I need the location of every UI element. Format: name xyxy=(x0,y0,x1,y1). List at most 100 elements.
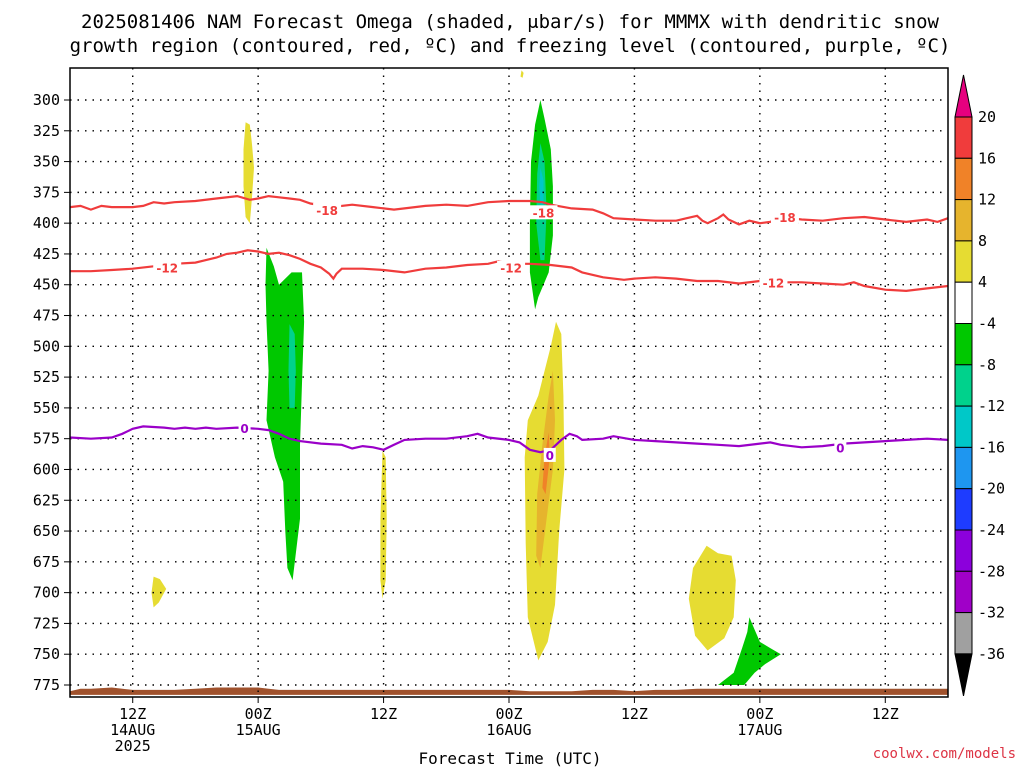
contour-line-0 xyxy=(70,194,948,226)
y-tick-label: 300 xyxy=(33,91,60,109)
y-tick-label: 675 xyxy=(33,553,60,571)
colorbar-swatch xyxy=(954,364,973,407)
x-axis-label: Forecast Time (UTC) xyxy=(418,749,601,768)
omega-shade-1 xyxy=(265,247,305,581)
colorbar-swatch xyxy=(954,323,973,366)
contour-line-2 xyxy=(70,425,948,454)
colorbar-bottom-arrow xyxy=(954,653,973,696)
contour-label-bg xyxy=(759,275,788,290)
colorbar-swatch xyxy=(954,405,973,448)
contour-label: -18 xyxy=(316,204,338,218)
plot-area: -18 -18 -18 -12 -12 -12 0 0 0 xyxy=(70,68,948,697)
contour-label: -12 xyxy=(156,262,178,276)
omega-shade-11 xyxy=(542,432,550,495)
y-tick-label: 525 xyxy=(33,368,60,386)
contour-label-bg xyxy=(497,260,526,275)
colorbar-level-label: -12 xyxy=(978,397,1005,415)
colorbar-level-label: 8 xyxy=(978,232,987,250)
y-tick-label: 350 xyxy=(33,153,60,171)
colorbar-level-label: -36 xyxy=(978,645,1005,663)
contour-label-bg xyxy=(313,202,342,217)
contour-label-bg xyxy=(529,205,558,220)
contour-label: -12 xyxy=(500,262,522,276)
contour-label-bg xyxy=(238,420,251,435)
colorbar-level-label: -16 xyxy=(978,438,1005,456)
y-tick-label: 400 xyxy=(33,214,60,232)
x-tick-date: 14AUG xyxy=(110,721,155,739)
colorbar-level-label: 16 xyxy=(978,149,996,167)
omega-shade-12 xyxy=(688,545,736,651)
y-tick-label: 625 xyxy=(33,491,60,509)
colorbar-level-label: -8 xyxy=(978,356,996,374)
x-tick-label: 12Z xyxy=(119,705,146,723)
contour-label: 0 xyxy=(836,442,844,456)
y-tick-label: 600 xyxy=(33,460,60,478)
x-tick-date: 17AUG xyxy=(737,721,782,739)
contour-label-bg xyxy=(543,447,556,462)
y-tick-label: 775 xyxy=(33,676,60,694)
y-tick-label: 375 xyxy=(33,183,60,201)
contour-label-bg xyxy=(153,260,182,275)
colorbar-swatch xyxy=(954,240,973,283)
x-tick-date: 16AUG xyxy=(486,721,531,739)
omega-shade-2 xyxy=(288,324,296,408)
colorbar-legend: 20 16 12 8 4 -4 -8 -12 -16 -20 -24 -28 -32 -36 xyxy=(954,74,1005,696)
colorbar-level-label: -28 xyxy=(978,562,1005,580)
colorbar-level-label: 4 xyxy=(978,273,987,291)
plot-frame xyxy=(69,67,949,698)
y-tick-label: 700 xyxy=(33,584,60,602)
colorbar-swatch xyxy=(954,570,973,614)
colorbar-level-label: -32 xyxy=(978,604,1005,622)
x-tick-year: 2025 xyxy=(115,737,151,755)
y-tick-label: 650 xyxy=(33,522,60,540)
colorbar-level-label: 12 xyxy=(978,191,996,209)
x-tick-label: 12Z xyxy=(872,705,899,723)
y-tick-label: 550 xyxy=(33,399,60,417)
credit-text: coolwx.com/models xyxy=(873,746,1016,762)
colorbar-level-label: -24 xyxy=(978,521,1005,539)
colorbar-swatch xyxy=(954,488,973,531)
x-tick-date: 15AUG xyxy=(236,721,281,739)
x-tick-label: 12Z xyxy=(370,705,397,723)
y-tick-label: 750 xyxy=(33,645,60,663)
colorbar-swatch xyxy=(954,157,973,201)
y-tick-label: 575 xyxy=(33,430,60,448)
x-tick-label: 00Z xyxy=(495,705,522,723)
y-tick-label: 500 xyxy=(33,337,60,355)
chart-title-line2: growth region (contoured, red, ºC) and f… xyxy=(70,35,951,57)
colorbar-top-arrow xyxy=(954,74,973,118)
contour-label-bg xyxy=(834,440,847,455)
colorbar-level-label: 20 xyxy=(978,108,996,126)
omega-shade-0 xyxy=(243,122,254,224)
omega-shade-13 xyxy=(718,617,781,685)
x-tick-label: 00Z xyxy=(746,705,773,723)
y-tick-label: 475 xyxy=(33,307,60,325)
colorbar-swatch xyxy=(954,116,973,159)
y-tick-label: 725 xyxy=(33,614,60,632)
x-tick-label: 00Z xyxy=(245,705,272,723)
y-tick-label: 450 xyxy=(33,276,60,294)
colorbar-swatch xyxy=(954,612,973,655)
chart-title-line1: 2025081406 NAM Forecast Omega (shaded, μ… xyxy=(81,11,939,33)
contour-label: -18 xyxy=(533,206,555,220)
omega-shade-5 xyxy=(520,70,524,78)
y-axis-ticks: 300 325 350 375 400 425 450 475 500 525 550 575 600 6… xyxy=(33,91,70,694)
omega-shade-8 xyxy=(539,167,544,205)
colorbar-swatch xyxy=(954,281,973,325)
contour-label: 0 xyxy=(546,449,554,463)
colorbar-swatch xyxy=(954,446,973,490)
y-tick-label: 325 xyxy=(33,122,60,140)
contour-label: -18 xyxy=(774,211,796,225)
contour-label: -12 xyxy=(763,277,785,291)
colorbar-level-label: -20 xyxy=(978,480,1005,498)
contour-label: 0 xyxy=(240,422,248,436)
colorbar-level-label: -4 xyxy=(978,315,996,333)
x-tick-label: 12Z xyxy=(621,705,648,723)
omega-shade-3 xyxy=(151,576,167,608)
y-tick-label: 425 xyxy=(33,245,60,263)
colorbar-swatch xyxy=(954,199,973,242)
contour-label-bg xyxy=(770,210,799,225)
colorbar-swatch xyxy=(954,529,973,572)
